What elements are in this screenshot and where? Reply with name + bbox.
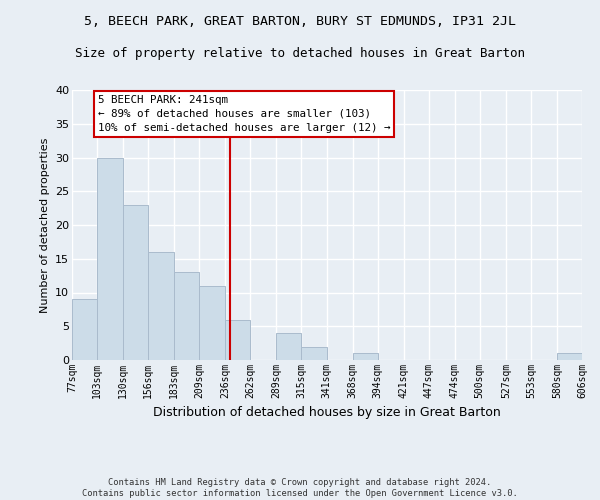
Bar [277, 333, 301, 360]
Bar [148, 252, 174, 360]
Bar [97, 158, 123, 360]
Bar [225, 320, 250, 360]
Text: Contains HM Land Registry data © Crown copyright and database right 2024.
Contai: Contains HM Land Registry data © Crown c… [82, 478, 518, 498]
Text: 5, BEECH PARK, GREAT BARTON, BURY ST EDMUNDS, IP31 2JL: 5, BEECH PARK, GREAT BARTON, BURY ST EDM… [84, 15, 516, 28]
Text: 5 BEECH PARK: 241sqm
← 89% of detached houses are smaller (103)
10% of semi-deta: 5 BEECH PARK: 241sqm ← 89% of detached h… [98, 94, 391, 132]
Bar [199, 286, 225, 360]
Y-axis label: Number of detached properties: Number of detached properties [40, 138, 50, 312]
Bar [353, 353, 377, 360]
Bar [72, 299, 97, 360]
Bar [174, 272, 199, 360]
Text: Size of property relative to detached houses in Great Barton: Size of property relative to detached ho… [75, 48, 525, 60]
X-axis label: Distribution of detached houses by size in Great Barton: Distribution of detached houses by size … [153, 406, 501, 420]
Bar [301, 346, 326, 360]
Bar [123, 205, 148, 360]
Bar [557, 353, 582, 360]
